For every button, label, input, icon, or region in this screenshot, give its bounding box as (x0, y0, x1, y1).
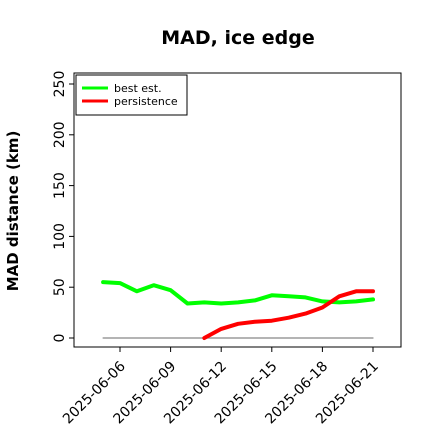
y-tick-label: 250 (52, 71, 68, 98)
chart-title: MAD, ice edge (161, 27, 314, 49)
y-tick-label: 150 (52, 172, 68, 199)
y-tick-label: 200 (52, 121, 68, 148)
legend: best est. persistence (75, 74, 188, 116)
series-group (101, 280, 375, 340)
y-axis-label: MAD distance (km) (4, 131, 22, 292)
plot-frame (73, 72, 402, 348)
x-axis: 2025-06-062025-06-092025-06-122025-06-15… (60, 347, 382, 427)
legend-label-best-est: best est. (114, 82, 162, 95)
legend-label-persistence: persistence (114, 95, 178, 108)
legend-box (75, 74, 188, 116)
y-axis: 0 50 100 150 200 250 (52, 71, 74, 343)
y-tick-label: 0 (52, 334, 68, 343)
y-tick-label: 100 (52, 223, 68, 250)
series-line-persistence (202, 289, 375, 340)
y-tick-label: 50 (52, 278, 68, 296)
